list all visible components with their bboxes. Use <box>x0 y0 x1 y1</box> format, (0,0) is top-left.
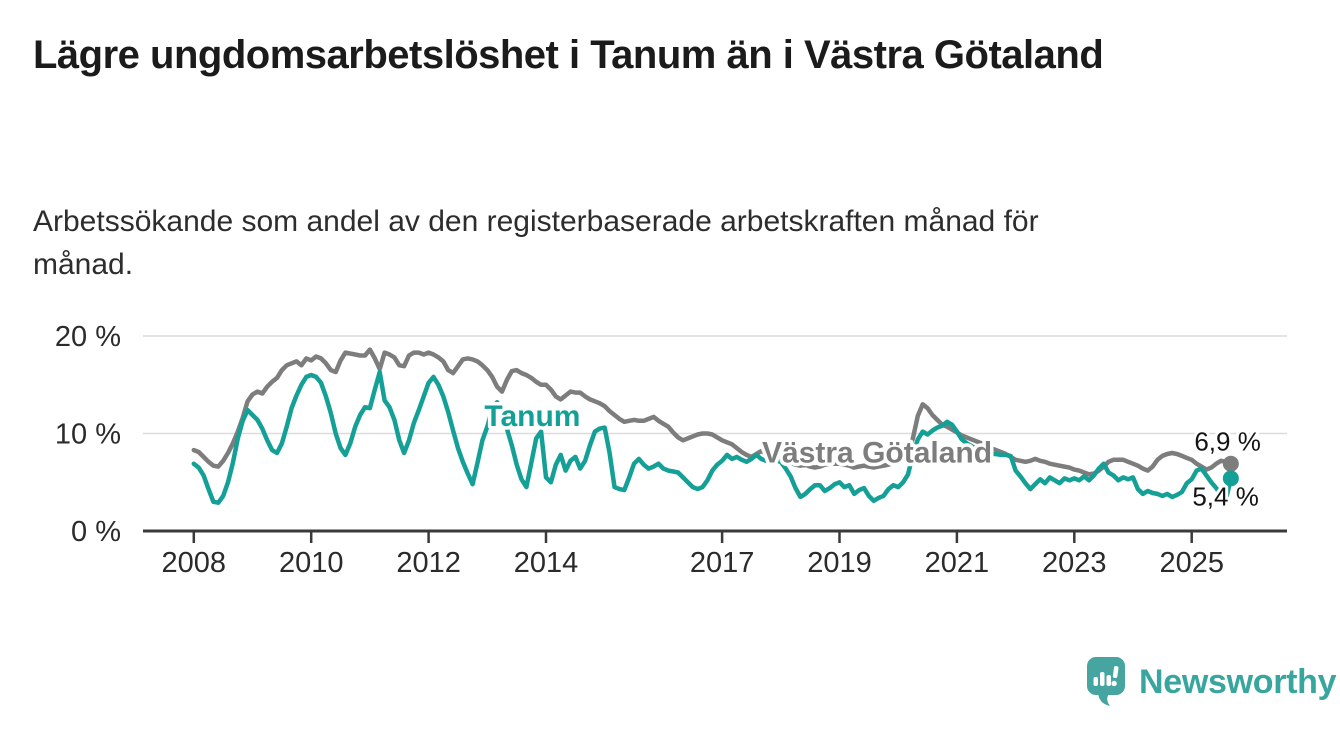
x-tick-label: 2008 <box>162 547 227 579</box>
series-label-vastra-gotaland: Västra Götaland <box>762 436 992 469</box>
x-tick-label: 2019 <box>807 547 872 579</box>
x-tick-label: 2023 <box>1042 547 1107 579</box>
series-line-tanum <box>191 369 1234 505</box>
x-tick-label: 2010 <box>279 547 344 579</box>
newsworthy-bubble-icon <box>1087 657 1125 706</box>
x-tick-label: 2014 <box>514 547 579 579</box>
y-tick-label: 10 % <box>55 419 121 451</box>
series-label-tanum: Tanum <box>484 400 580 433</box>
end-value-label-vastra-gotaland: 6,9 % <box>1194 427 1261 457</box>
y-tick-label: 0 % <box>71 516 121 548</box>
page-subtitle: Arbetssökande som andel av den registerb… <box>33 205 1039 281</box>
end-value-label-tanum: 5,4 % <box>1192 481 1259 511</box>
y-tick-label: 20 % <box>55 321 121 353</box>
x-tick-label: 2017 <box>690 547 755 579</box>
newsworthy-logo: Newsworthy <box>1086 656 1337 708</box>
end-dot-vastra-gotaland <box>1222 455 1239 472</box>
newsworthy-logo-text: Newsworthy <box>1139 662 1337 701</box>
x-tick-label: 2012 <box>396 547 461 579</box>
series-line-vastra-gotaland <box>191 347 1234 477</box>
end-dot-tanum <box>1222 470 1239 487</box>
x-tick-label: 2025 <box>1159 547 1224 579</box>
x-tick-label: 2021 <box>925 547 990 579</box>
page-title: Lägre ungdomsarbetslöshet i Tanum än i V… <box>33 33 1104 77</box>
